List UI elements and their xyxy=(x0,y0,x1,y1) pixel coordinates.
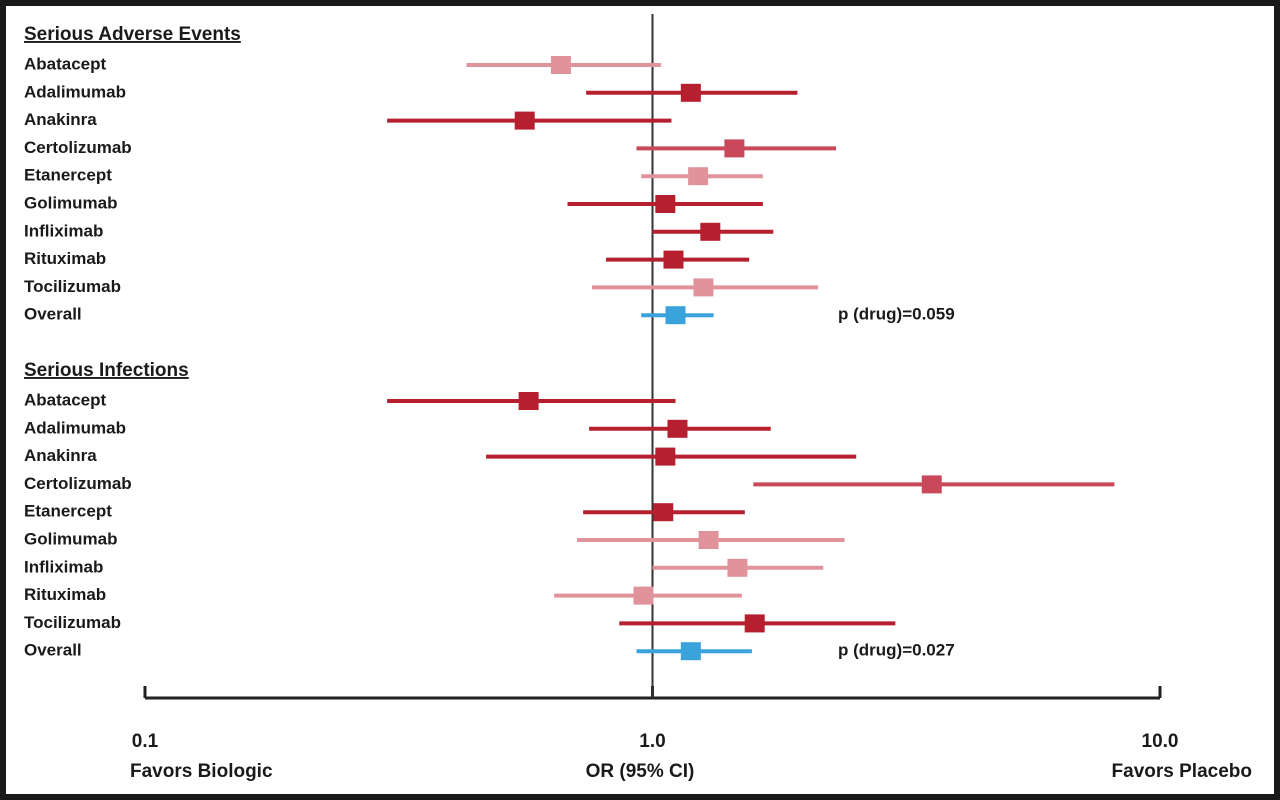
row-label: Anakinra xyxy=(24,110,97,129)
x-tick-label: 0.1 xyxy=(132,731,159,752)
point-estimate xyxy=(653,503,674,522)
row-label: Overall xyxy=(24,305,82,324)
p-value-label: p (drug)=0.027 xyxy=(838,641,955,660)
row-label: Adalimumab xyxy=(24,82,126,101)
point-estimate xyxy=(633,586,654,605)
row-label: Certolizumab xyxy=(24,474,132,493)
row-label: Anakinra xyxy=(24,446,97,465)
row-label: Infliximab xyxy=(24,557,103,576)
point-estimate xyxy=(655,195,676,213)
point-estimate xyxy=(688,167,709,186)
point-estimate xyxy=(667,419,688,438)
point-estimate xyxy=(665,306,686,325)
point-estimate xyxy=(550,56,571,74)
point-estimate xyxy=(693,278,714,297)
point-estimate xyxy=(680,642,701,661)
row-label: Adalimumab xyxy=(24,418,126,437)
row-label: Tocilizumab xyxy=(24,613,121,632)
row-label: Certolizumab xyxy=(24,138,132,157)
point-estimate xyxy=(724,139,745,158)
group-title: Serious Infections xyxy=(24,360,189,381)
row-label: Infliximab xyxy=(24,221,103,240)
left-label: Favors Biologic xyxy=(130,761,273,782)
row-label: Rituximab xyxy=(24,585,106,604)
point-estimate xyxy=(655,447,676,466)
row-label: Abatacept xyxy=(24,54,107,73)
row-label: Rituximab xyxy=(24,249,106,268)
x-tick-label: 10.0 xyxy=(1142,731,1179,752)
point-estimate xyxy=(727,558,748,577)
point-estimate xyxy=(518,392,539,410)
row-label: Etanercept xyxy=(24,166,112,185)
right-label: Favors Placebo xyxy=(1112,761,1252,782)
group-title: Serious Adverse Events xyxy=(24,24,241,45)
row-label: Golimumab xyxy=(24,193,118,212)
row-label: Etanercept xyxy=(24,502,112,521)
x-tick-label: 1.0 xyxy=(639,731,665,752)
point-estimate xyxy=(698,531,719,549)
p-value-label: p (drug)=0.059 xyxy=(838,305,955,324)
point-estimate xyxy=(921,475,942,494)
row-label: Tocilizumab xyxy=(24,277,121,296)
point-estimate xyxy=(680,83,701,102)
point-estimate xyxy=(700,222,721,241)
point-estimate xyxy=(744,614,765,633)
row-label: Golimumab xyxy=(24,529,118,548)
row-label: Overall xyxy=(24,641,82,660)
x-axis-label: OR (95% CI) xyxy=(586,761,695,782)
point-estimate xyxy=(514,111,535,130)
point-estimate xyxy=(663,250,684,269)
row-label: Abatacept xyxy=(24,390,107,409)
